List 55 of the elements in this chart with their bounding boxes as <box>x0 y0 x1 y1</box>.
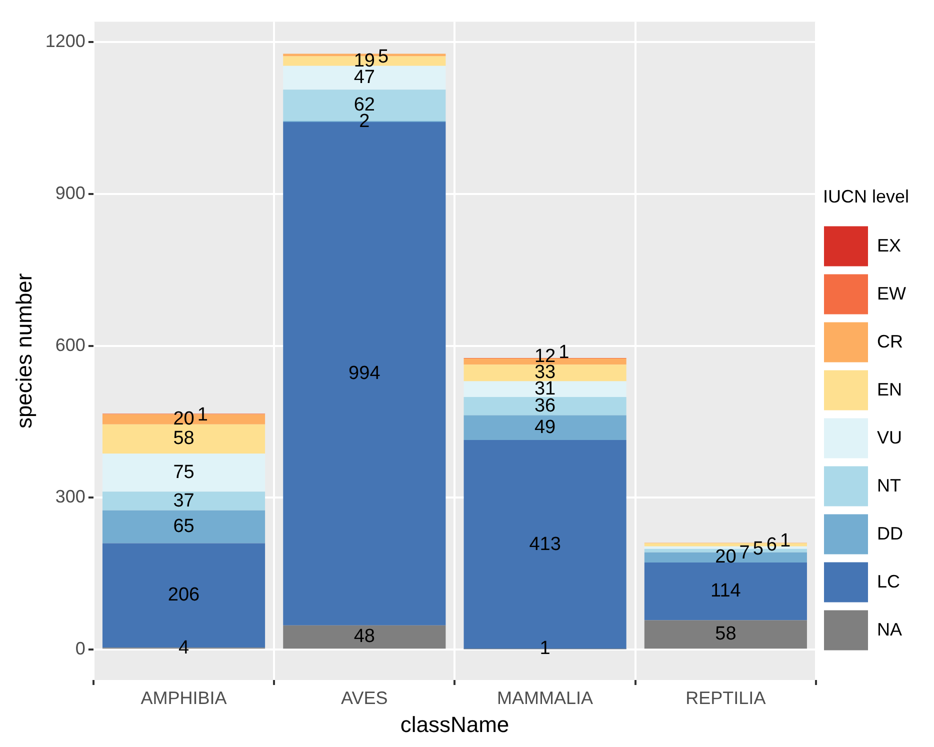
data-label: 75 <box>173 462 194 483</box>
legend-label: EW <box>877 283 906 304</box>
legend-label: EX <box>877 235 902 256</box>
data-label: 58 <box>715 624 736 645</box>
bar <box>464 381 626 397</box>
data-label: 206 <box>168 584 200 606</box>
data-label: 7 <box>739 542 750 564</box>
bar <box>102 492 266 510</box>
data-label: 5 <box>752 538 764 560</box>
data-label: 65 <box>173 516 194 538</box>
legend-label: NA <box>877 619 902 640</box>
bar <box>283 66 446 90</box>
legend-label: CR <box>877 331 904 352</box>
data-label: 114 <box>710 580 742 602</box>
data-label: 994 <box>348 362 381 384</box>
x-tick-label: REPTILIA <box>686 688 766 708</box>
bar <box>102 424 266 454</box>
data-label: 413 <box>529 534 561 555</box>
data-label: 20 <box>715 546 736 568</box>
bar <box>464 364 626 382</box>
data-label: 5 <box>378 46 389 68</box>
y-tick-label: 300 <box>55 486 86 507</box>
data-label: 6 <box>766 534 777 556</box>
bar <box>102 510 266 544</box>
bar <box>644 562 807 620</box>
data-label: 58 <box>173 428 194 450</box>
data-label: 48 <box>354 626 375 648</box>
legend-label: LC <box>877 571 900 592</box>
bar <box>464 396 626 416</box>
legend-title: IUCN level <box>822 186 910 207</box>
x-tick-label: AVES <box>341 688 388 708</box>
bar <box>464 415 626 440</box>
bar <box>283 625 446 649</box>
x-tick-label: MAMMALIA <box>497 688 594 708</box>
data-label: 37 <box>173 490 194 512</box>
data-label: 49 <box>534 416 556 438</box>
y-tick-label: 600 <box>55 334 86 355</box>
bar <box>644 620 807 649</box>
x-tick-label: AMPHIBIA <box>140 688 227 708</box>
legend-label: NT <box>877 475 902 496</box>
data-label: 1 <box>197 404 208 426</box>
data-label: 47 <box>354 66 375 88</box>
data-label: 20 <box>173 408 194 430</box>
x-axis-title: className <box>400 712 510 737</box>
y-tick-label: 0 <box>75 638 86 659</box>
y-tick-label: 900 <box>55 182 86 203</box>
bar <box>102 454 266 492</box>
data-label: 2 <box>359 110 370 132</box>
y-tick-label: 1200 <box>45 31 86 52</box>
data-label: 1 <box>558 342 570 364</box>
legend-label: DD <box>877 523 904 544</box>
data-label: 1 <box>780 530 791 552</box>
legend-label: EN <box>877 379 902 400</box>
legend-label: VU <box>877 427 902 448</box>
y-axis-title: species number <box>11 273 36 429</box>
